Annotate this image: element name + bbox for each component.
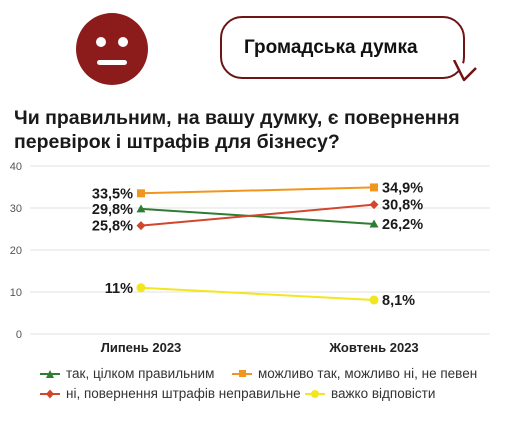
legend-swatch: [40, 369, 60, 378]
bubble-title: Громадська думка: [244, 36, 418, 58]
data-point: [136, 221, 146, 231]
data-point: [369, 219, 379, 228]
y-tick-label: 40: [10, 161, 22, 173]
legend-label: можливо так, можливо ні, не певен: [258, 366, 478, 381]
series-line: [140, 207, 375, 225]
y-tick-label: 0: [16, 329, 22, 341]
y-tick-label: 30: [10, 203, 22, 215]
data-label: 11%: [105, 281, 133, 297]
data-label: 25,8%: [92, 219, 133, 235]
legend-label: важко відповісти: [331, 386, 436, 401]
legend-item: можливо так, можливо ні, не певен: [232, 366, 477, 381]
legend-swatch: [40, 389, 60, 398]
speech-bubble: Громадська думка: [220, 16, 465, 79]
legend-item: так, цілком правильним: [40, 366, 214, 381]
series-line: [140, 186, 375, 195]
data-label: 26,2%: [382, 217, 423, 233]
data-point: [369, 295, 379, 305]
legend-label: так, цілком правильним: [66, 366, 215, 381]
data-label: 29,8%: [92, 202, 133, 218]
legend-label: ні, повернення штрафів неправильне: [66, 386, 301, 401]
data-point: [136, 283, 146, 293]
data-point: [137, 189, 145, 198]
series-line: [140, 286, 375, 301]
data-label: 30,8%: [382, 198, 423, 214]
legend-swatch: [232, 369, 252, 377]
chart-question: Чи правильним, на вашу думку, є повернен…: [14, 107, 460, 153]
data-label: 34,9%: [382, 180, 423, 196]
data-point: [370, 183, 378, 192]
x-tick-label: Липень 2023: [101, 340, 182, 355]
speech-bubble-tail: [452, 60, 477, 82]
data-point: [369, 200, 379, 210]
series-line: [140, 203, 375, 227]
x-tick-label: Жовтень 2023: [328, 340, 418, 355]
y-tick-label: 10: [10, 287, 22, 299]
legend-item: важко відповісти: [305, 386, 435, 401]
data-label: 33,5%: [92, 186, 133, 202]
data-label: 8,1%: [382, 293, 415, 309]
legend-swatch: [305, 389, 325, 398]
y-tick-label: 20: [10, 245, 22, 257]
neutral-face-icon: [76, 13, 148, 85]
data-point: [136, 204, 146, 213]
legend-item: ні, повернення штрафів неправильне: [40, 386, 301, 401]
